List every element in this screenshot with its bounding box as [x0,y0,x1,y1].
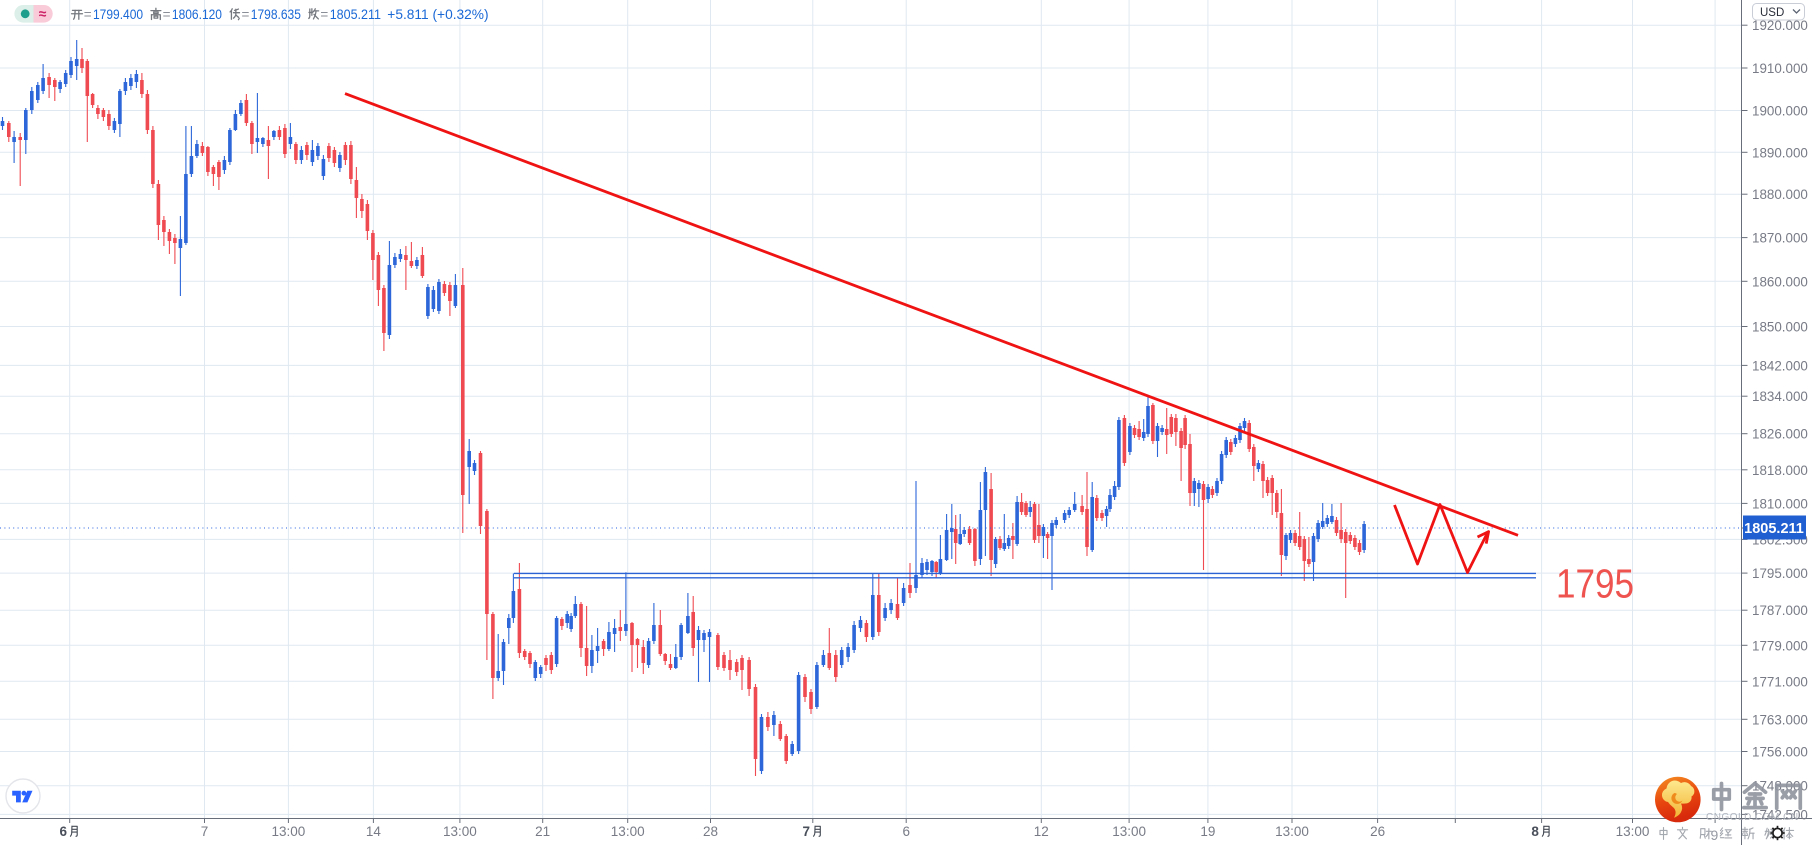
svg-text:14: 14 [366,824,382,839]
svg-text:1842.000: 1842.000 [1752,358,1808,373]
svg-text:21: 21 [535,824,550,839]
svg-text:1806.120: 1806.120 [172,7,222,22]
svg-text:1805.211: 1805.211 [330,7,381,22]
svg-text:13:00: 13:00 [1275,824,1309,839]
svg-text:=: = [163,7,171,22]
svg-text:8: 8 [1531,824,1539,839]
svg-text:+5.811 (+0.32%): +5.811 (+0.32%) [387,7,488,22]
svg-text:26: 26 [1370,824,1385,839]
svg-text:1799.400: 1799.400 [93,7,143,22]
svg-text:1826.000: 1826.000 [1752,427,1808,442]
svg-text:1795: 1795 [1556,561,1634,607]
svg-text:6: 6 [59,824,67,839]
svg-text:1742.500: 1742.500 [1752,807,1808,822]
svg-text:1805.211: 1805.211 [1744,521,1804,537]
svg-text:28: 28 [703,824,718,839]
svg-text:1818.000: 1818.000 [1752,463,1808,478]
svg-text:13:00: 13:00 [272,824,306,839]
svg-text:1920.000: 1920.000 [1752,18,1808,33]
svg-text:12: 12 [1034,824,1049,839]
svg-text:7: 7 [201,824,209,839]
svg-text:1850.000: 1850.000 [1752,320,1808,335]
svg-text:≈: ≈ [39,6,47,22]
svg-text:=: = [320,7,328,22]
svg-text:13:00: 13:00 [1112,824,1146,839]
svg-text:1756.000: 1756.000 [1752,745,1808,760]
svg-text:1787.000: 1787.000 [1752,603,1808,618]
svg-text:1860.000: 1860.000 [1752,274,1808,289]
svg-text:1910.000: 1910.000 [1752,61,1808,76]
svg-text:1870.000: 1870.000 [1752,231,1808,246]
svg-text:6: 6 [902,824,910,839]
svg-text:1900.000: 1900.000 [1752,104,1808,119]
svg-text:13:00: 13:00 [1616,824,1650,839]
svg-text:1834.000: 1834.000 [1752,389,1808,404]
svg-text:19: 19 [1200,824,1215,839]
svg-text:1795.000: 1795.000 [1752,566,1808,581]
svg-text:7: 7 [803,824,811,839]
svg-text:9: 9 [1711,827,1719,843]
svg-text:1890.000: 1890.000 [1752,145,1808,160]
svg-text:1798.635: 1798.635 [251,7,301,22]
svg-text:=: = [242,7,250,22]
svg-text:USD: USD [1760,7,1784,19]
svg-text:13:00: 13:00 [611,824,645,839]
svg-text:1763.000: 1763.000 [1752,712,1808,727]
svg-text:1810.000: 1810.000 [1752,496,1808,511]
svg-text:CNGOLD.COM.CN: CNGOLD.COM.CN [1706,812,1799,823]
svg-text:1880.000: 1880.000 [1752,187,1808,202]
svg-text:1779.000: 1779.000 [1752,638,1808,653]
svg-text:=: = [84,7,92,22]
svg-text:13:00: 13:00 [443,824,477,839]
svg-text:1771.000: 1771.000 [1752,674,1808,689]
